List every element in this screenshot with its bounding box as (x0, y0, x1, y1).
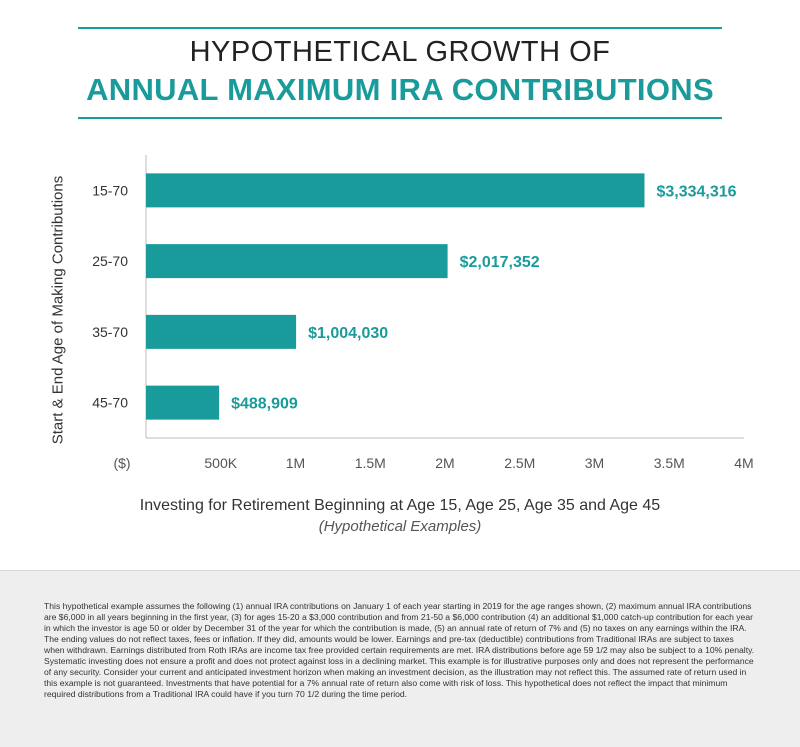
page-title-line2: ANNUAL MAXIMUM IRA CONTRIBUTIONS (86, 72, 714, 107)
x-tick-label: 500K (204, 455, 237, 471)
category-label-45-70: 45-70 (92, 395, 128, 411)
x-axis-title: Investing for Retirement Beginning at Ag… (139, 497, 661, 514)
y-axis-label: Start & End Age of Making Contributions (49, 175, 67, 445)
x-axis-note: (Hypothetical Examples) (318, 518, 482, 535)
x-tick-label: ($) (113, 455, 130, 471)
x-tick-label: 1.5M (355, 455, 386, 471)
x-tick-label: 3M (585, 455, 604, 471)
bar-35-70 (146, 314, 297, 349)
category-label-25-70: 25-70 (92, 253, 128, 269)
header-top-rule (78, 27, 722, 29)
category-label-15-70: 15-70 (92, 182, 128, 198)
page-title-line1: HYPOTHETICAL GROWTH OF (189, 36, 611, 68)
category-label-35-70: 35-70 (92, 324, 128, 340)
header-bottom-rule (78, 117, 722, 119)
data-label-25-70: $2,017,352 (460, 254, 540, 271)
bar-15-70 (146, 173, 645, 208)
x-tick-label: 4M (734, 455, 753, 471)
x-tick-label: 2.5M (504, 455, 535, 471)
bar-45-70 (146, 385, 220, 420)
x-tick-label: 3.5M (654, 455, 685, 471)
y-axis-label-wrapper: Start & End Age of Making Contributions (38, 155, 78, 465)
disclaimer-panel: This hypothetical example assumes the fo… (0, 570, 800, 747)
data-label-15-70: $3,334,316 (656, 183, 736, 200)
disclaimer-text: This hypothetical example assumes the fo… (44, 601, 755, 699)
data-label-45-70: $488,909 (231, 396, 298, 413)
bar-25-70 (146, 244, 448, 279)
data-label-35-70: $1,004,030 (308, 325, 388, 342)
x-tick-label: 2M (435, 455, 454, 471)
x-tick-label: 1M (286, 455, 305, 471)
bar-chart: $3,334,316 15-70 $2,017,352 25-70 $1,004,030… (92, 155, 754, 471)
